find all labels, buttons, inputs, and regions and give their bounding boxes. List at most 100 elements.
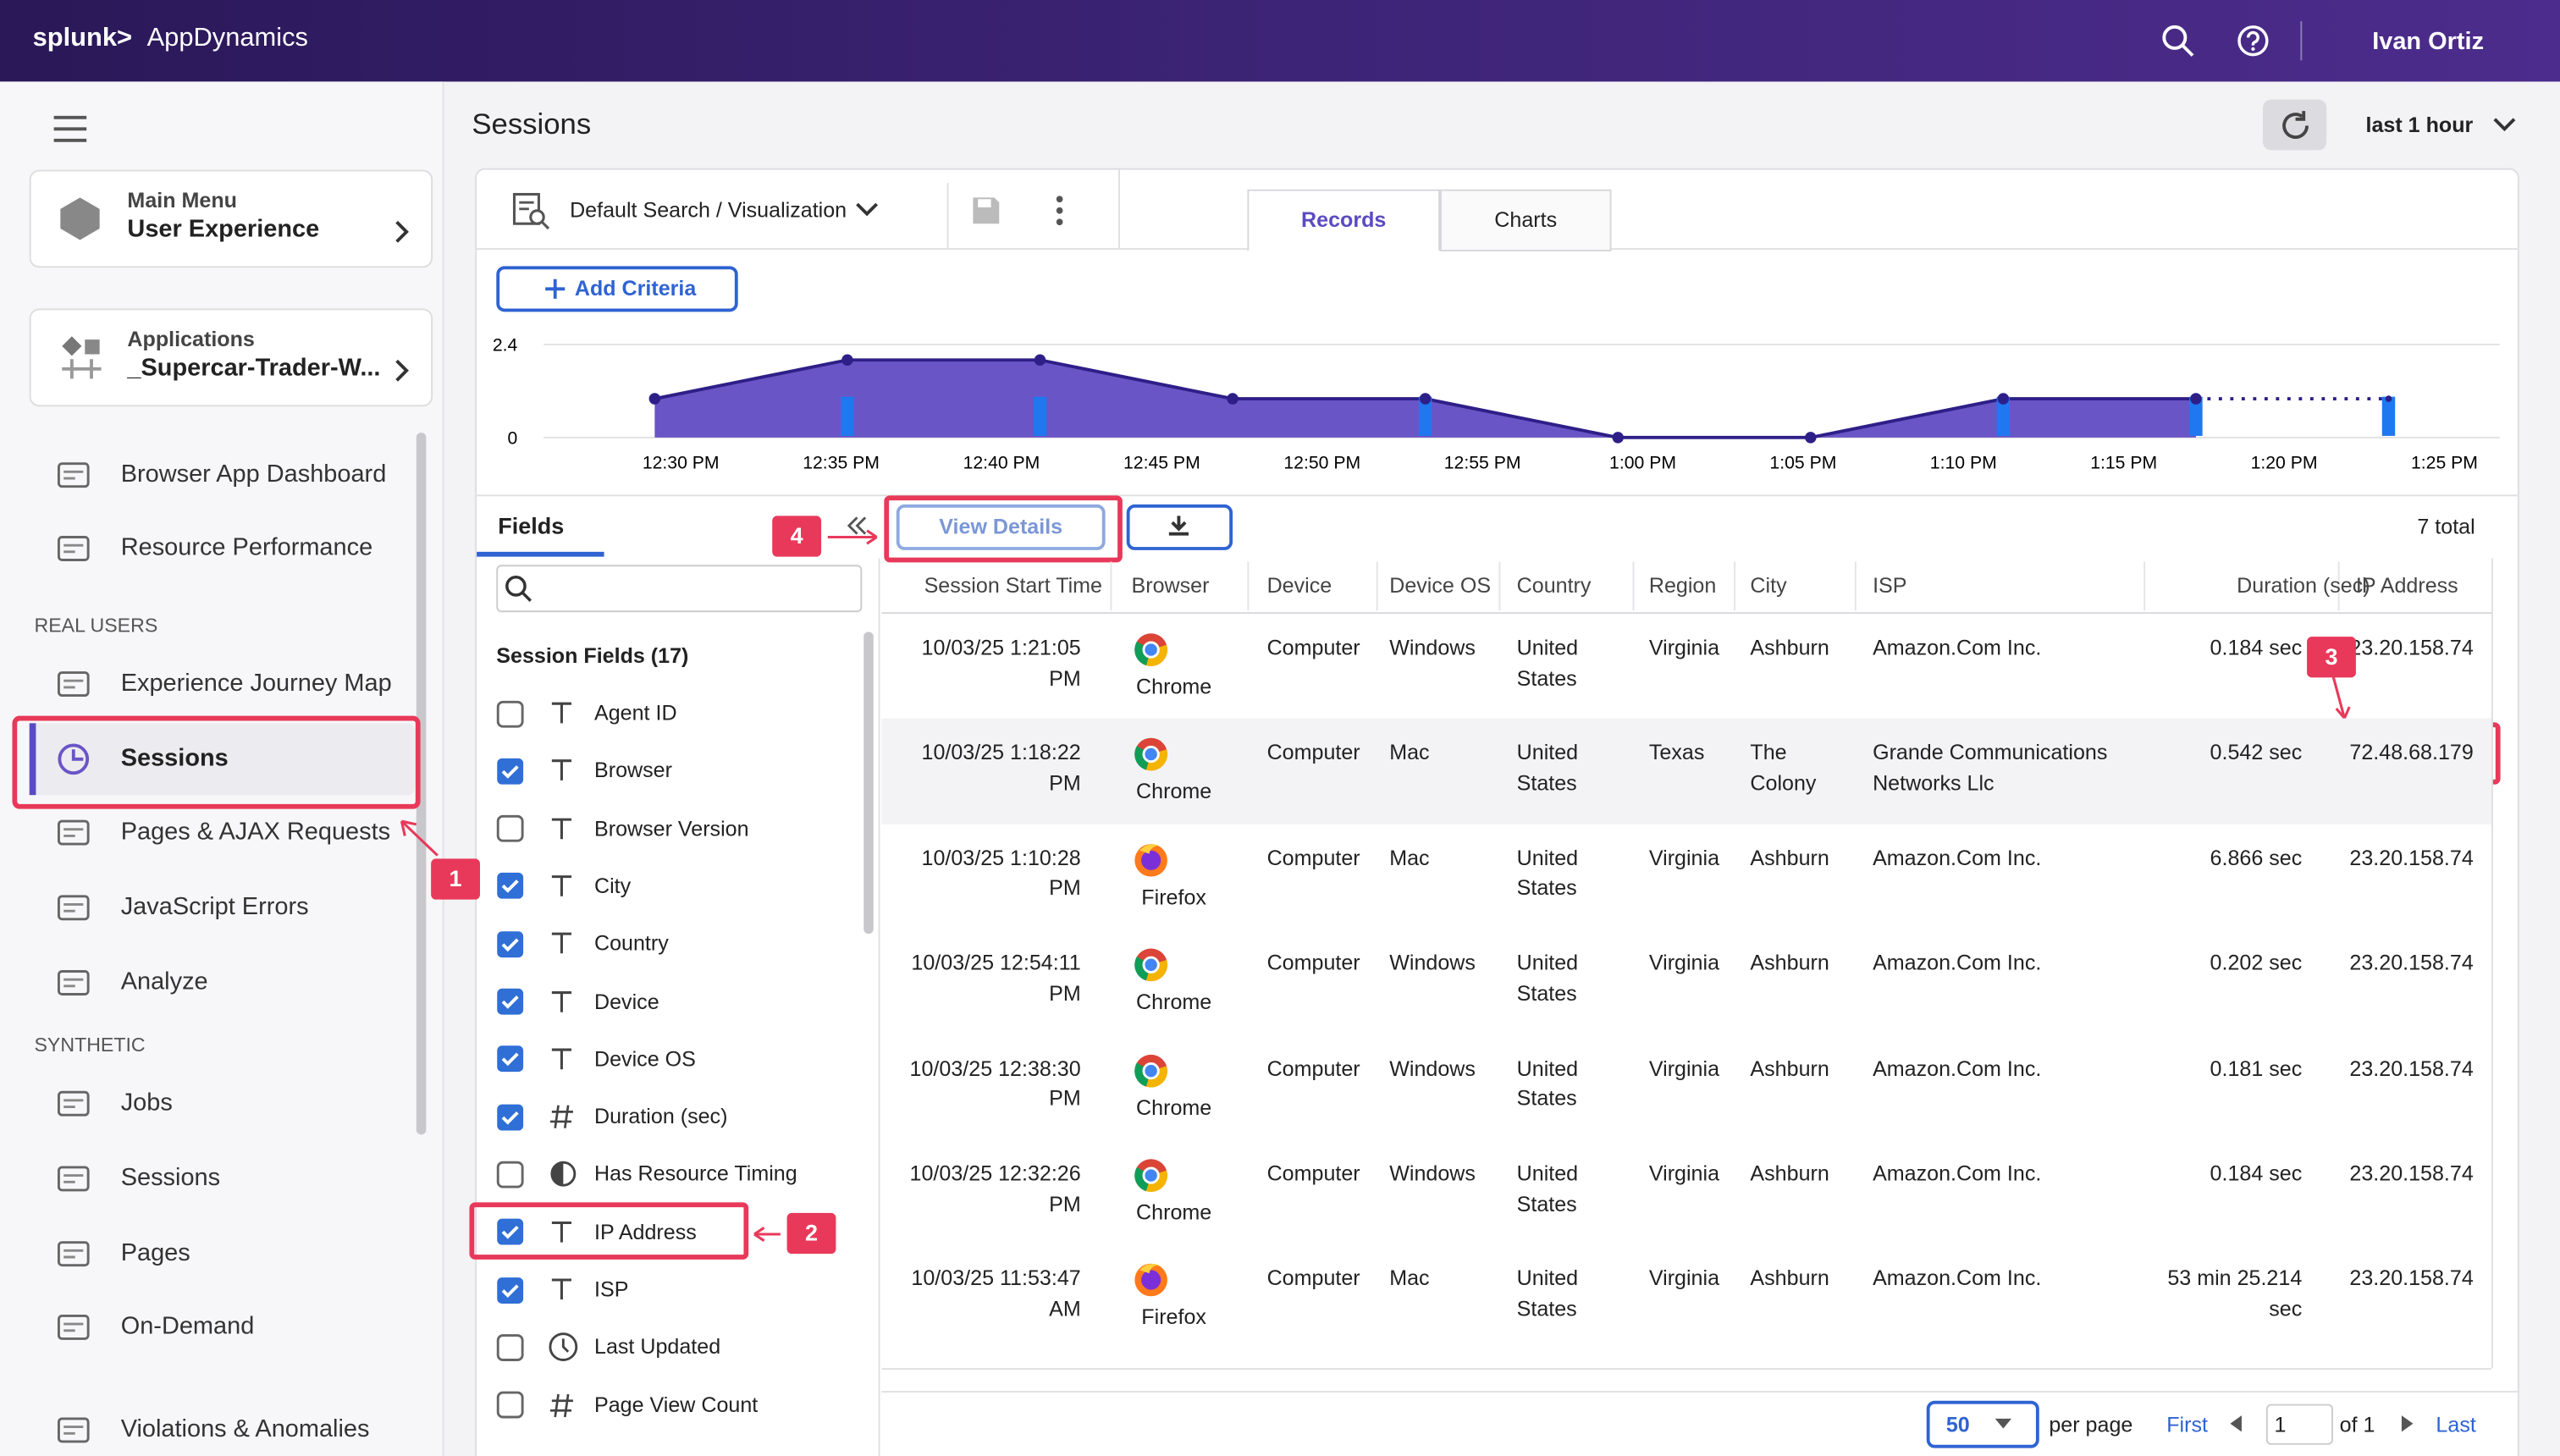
card-label: Applications [127,326,255,351]
checkbox[interactable] [496,1276,524,1304]
field-label[interactable]: Device OS [593,1045,696,1071]
plus-icon [545,279,566,299]
cell: Firefox [1141,1304,1206,1330]
search-name[interactable]: Default Search / Visualization [570,197,847,223]
nav-item[interactable]: Violations & Anomalies [120,1415,370,1443]
fields-tab[interactable]: Fields [498,512,565,539]
save-icon[interactable] [970,194,1003,227]
checkbox[interactable] [496,699,524,727]
checkbox[interactable] [496,988,524,1016]
collapse-icon[interactable] [846,516,869,535]
nav-item[interactable]: Resource Performance [120,533,373,562]
user-name[interactable]: Ivan Ortiz [2372,27,2485,56]
download-button[interactable] [1126,504,1233,550]
divider [477,494,2518,497]
field-label[interactable]: City [593,873,632,898]
nav-item[interactable]: Analyze [120,968,208,996]
nav-item[interactable]: On-Demand [120,1312,255,1341]
view-details-button[interactable] [896,504,1106,550]
caret [1994,1418,2011,1429]
checkbox[interactable] [496,873,524,901]
field-label[interactable]: Browser [593,758,672,783]
checkbox[interactable] [496,1333,524,1361]
first-link[interactable]: First [2166,1412,2208,1437]
field-search[interactable] [496,565,863,613]
more-icon[interactable] [1051,194,1068,227]
session-marker [1033,396,1047,436]
cell: Computer [1266,635,1360,660]
field-label[interactable]: ISP [593,1277,629,1302]
cell: 0.202 sec [2210,950,2303,975]
per-page-select[interactable] [1926,1400,2039,1448]
cell: Virginia [1648,635,1720,660]
nav-item[interactable]: Experience Journey Map [120,669,392,698]
prev-icon[interactable] [2227,1414,2243,1433]
checkbox[interactable] [496,1218,524,1246]
field-type-icon [549,1105,573,1129]
active-item[interactable] [29,723,415,796]
nav-item[interactable]: JavaScript Errors [120,892,309,921]
column-separator [1854,561,1857,611]
field-label[interactable]: Last Updated [593,1334,721,1359]
point [1419,393,1432,405]
cell: 10/03/25 11:53:47 AM [911,1266,1081,1321]
column-header: Device OS [1389,572,1492,598]
page-input[interactable] [2265,1404,2333,1445]
menu-icon[interactable] [52,114,88,144]
field-label[interactable]: Agent ID [593,700,677,725]
browser-icon [1134,1264,1167,1298]
time-range[interactable]: last 1 hour [2365,113,2474,137]
section-heading: REAL USERS [34,614,158,637]
nav-item[interactable]: Sessions [120,1164,221,1192]
session-marker [2381,396,2396,436]
cell: The Colony [1750,740,1817,796]
checkbox[interactable] [496,757,524,785]
checkbox[interactable] [496,930,524,958]
cell: 23.20.158.74 [2349,1161,2474,1186]
field-label[interactable]: Has Resource Timing [593,1161,797,1186]
applications-card[interactable] [29,308,433,407]
field-label[interactable]: Device [593,988,659,1013]
cell: United States [1516,740,1579,796]
checkbox[interactable] [496,815,524,843]
y-tick-label: 2.4 [493,336,518,356]
cell: 0.542 sec [2210,740,2303,765]
field-group-title: Session Fields (17) [496,643,689,668]
x-tick-label: 12:50 PM [1283,453,1360,472]
nav-item[interactable]: Sessions [120,744,229,773]
nav-item[interactable]: Pages & AJAX Requests [120,818,391,846]
point [1612,432,1624,444]
x-tick-label: 12:35 PM [803,453,880,472]
cell: Ashburn [1750,1056,1829,1080]
field-label[interactable]: Browser Version [593,815,749,841]
cell: Ashburn [1750,950,1829,975]
field-label[interactable]: Country [593,930,669,956]
nav-item[interactable]: Pages [120,1238,190,1267]
refresh-button[interactable] [2262,99,2327,151]
nav-item[interactable]: Browser App Dashboard [120,460,387,488]
nav-icon [58,743,90,775]
field-label[interactable]: Duration (sec) [593,1103,728,1128]
add-criteria-button[interactable] [496,266,738,312]
field-type-icon [551,817,571,839]
cell: 0.184 sec [2210,635,2303,660]
checkbox[interactable] [496,1391,524,1419]
last-link[interactable]: Last [2436,1412,2476,1437]
next-icon[interactable] [2400,1414,2416,1433]
tab[interactable] [1247,189,1440,251]
divider [946,182,949,249]
help-icon[interactable] [2237,25,2270,58]
checkbox[interactable] [496,1045,524,1073]
checkbox[interactable] [496,1161,524,1189]
search-icon[interactable] [2161,25,2194,58]
table-scrollbar-track [2491,558,2493,1369]
nav-item[interactable]: Jobs [120,1089,173,1117]
column-separator [1376,561,1378,611]
field-label[interactable]: Page View Count [593,1392,759,1417]
tab[interactable] [1439,189,1612,251]
chevron [395,359,409,382]
x-tick-label: 1:20 PM [2251,453,2318,472]
field-label[interactable]: IP Address [593,1219,697,1244]
checkbox[interactable] [496,1103,524,1131]
